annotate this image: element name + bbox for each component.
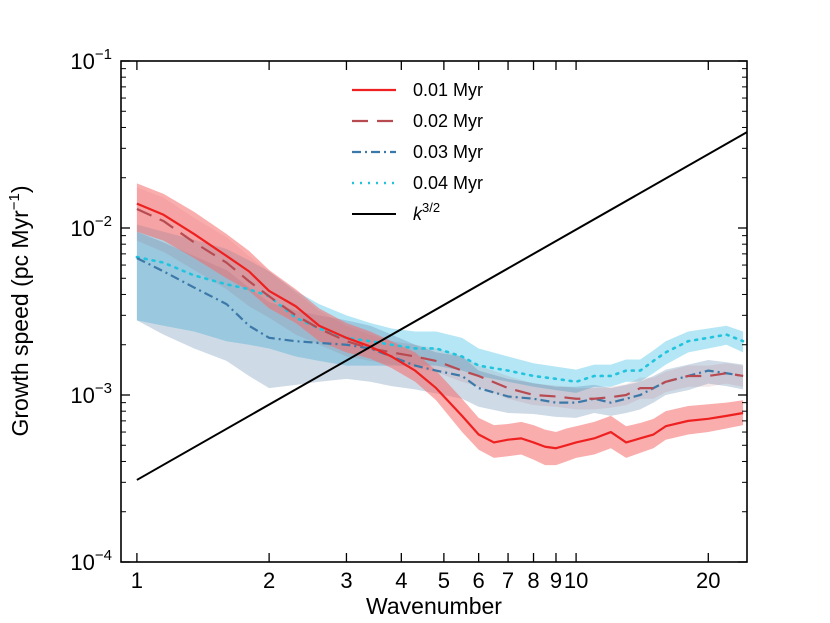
x-tick-label-10: 10 <box>564 568 588 593</box>
x-tick-label-6: 6 <box>473 568 485 593</box>
x-tick-label-9: 9 <box>550 568 562 593</box>
legend: 0.01 Myr 0.02 Myr 0.03 Myr 0.04 Myr k3/2 <box>352 80 483 224</box>
band-0-03-myr <box>136 231 744 418</box>
reference-line-k32 <box>136 131 747 481</box>
band-0-04-myr <box>136 224 744 393</box>
legend-entry-004: 0.04 Myr <box>352 173 483 193</box>
line-0-03-myr <box>136 257 744 404</box>
x-axis-title: Wavenumber <box>366 593 502 619</box>
plot-frame <box>120 60 748 563</box>
line-0-01-myr <box>136 202 744 450</box>
legend-entry-001: 0.01 Myr <box>352 80 483 100</box>
x-tick-label-1: 1 <box>131 568 143 593</box>
y-tick-label-−4: 10−4 <box>70 547 112 575</box>
tick-labels: 1 2 3 4 5 6 7 8 9 10 20 10−4 10−3 10−2 10−1 <box>70 46 720 593</box>
y-tick-label-−2: 10−2 <box>70 213 112 241</box>
x-tick-label-2: 2 <box>263 568 275 593</box>
x-tick-label-7: 7 <box>502 568 514 593</box>
legend-entry-k32: k3/2 <box>352 200 440 224</box>
x-tick-label-3: 3 <box>340 568 352 593</box>
y-tick-label-−3: 10−3 <box>70 380 112 408</box>
legend-label-004: 0.04 Myr <box>413 173 483 193</box>
legend-entry-002: 0.02 Myr <box>352 111 483 131</box>
uncertainty-bands <box>136 183 744 466</box>
x-tick-label-20: 20 <box>696 568 720 593</box>
y-tick-label-−1: 10−1 <box>70 46 112 74</box>
x-tick-label-4: 4 <box>395 568 407 593</box>
legend-label-k32: k3/2 <box>413 200 440 224</box>
y-axis-title: Growth speed (pc Myr−1) <box>6 185 33 436</box>
x-tick-label-5: 5 <box>438 568 450 593</box>
legend-entry-003: 0.03 Myr <box>352 142 483 162</box>
legend-label-002: 0.02 Myr <box>413 111 483 131</box>
line-0-02-myr <box>136 207 744 400</box>
legend-label-003: 0.03 Myr <box>413 142 483 162</box>
x-tick-label-8: 8 <box>527 568 539 593</box>
line-0-04-myr <box>135 255 745 384</box>
legend-label-001: 0.01 Myr <box>413 80 483 100</box>
series-lines <box>135 131 747 481</box>
